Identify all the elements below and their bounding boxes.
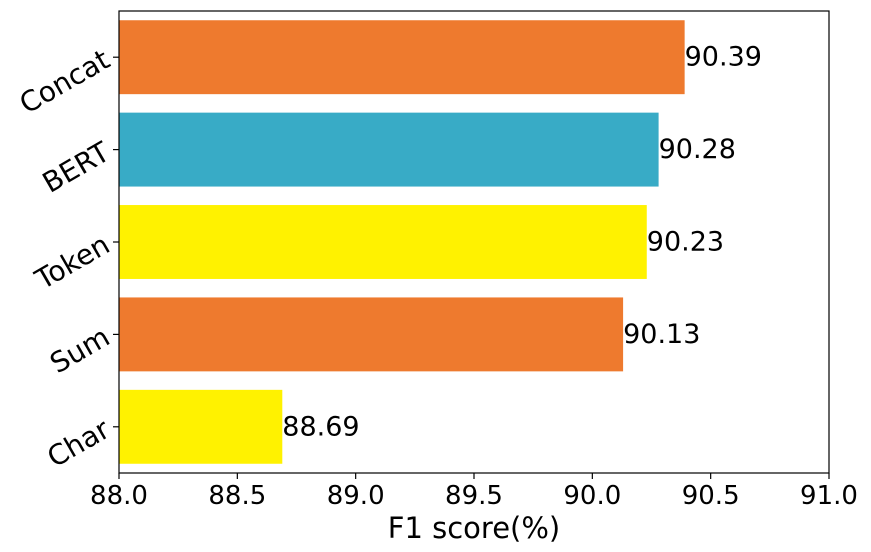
- x-axis: 88.0 88.5 89.0 89.5 90.0 90.5 91.0: [90, 473, 858, 511]
- value-labels-group: 90.39 90.28 90.23 90.13 88.69: [282, 42, 762, 443]
- y-tick-label-bert: BERT: [37, 135, 116, 200]
- value-label-concat: 90.39: [685, 42, 762, 73]
- x-tick-label: 90.0: [563, 481, 621, 511]
- y-tick-label-token: Token: [29, 228, 115, 297]
- x-tick-label: 89.0: [327, 481, 385, 511]
- x-tick-label: 88.0: [90, 481, 148, 511]
- value-label-sum: 90.13: [623, 319, 700, 350]
- y-tick-label-concat: Concat: [14, 43, 115, 121]
- x-axis-title: F1 score(%): [388, 511, 560, 545]
- bar-char: [119, 389, 283, 464]
- x-tick-label: 88.5: [208, 481, 266, 511]
- bar-sum: [119, 297, 624, 372]
- y-tick-label-char: Char: [42, 412, 116, 474]
- x-tick-label: 89.5: [445, 481, 503, 511]
- bars-group: [119, 20, 685, 464]
- value-label-char: 88.69: [282, 411, 359, 442]
- value-label-bert: 90.28: [659, 134, 736, 165]
- x-tick-label: 90.5: [682, 481, 740, 511]
- bar-concat: [119, 20, 685, 95]
- y-axis: Concat BERT Token Sum Char: [14, 43, 119, 474]
- x-tick-label: 91.0: [800, 481, 858, 511]
- bar-token: [119, 205, 647, 279]
- bar-bert: [119, 112, 659, 187]
- y-tick-label-sum: Sum: [44, 320, 115, 380]
- value-label-token: 90.23: [647, 227, 724, 258]
